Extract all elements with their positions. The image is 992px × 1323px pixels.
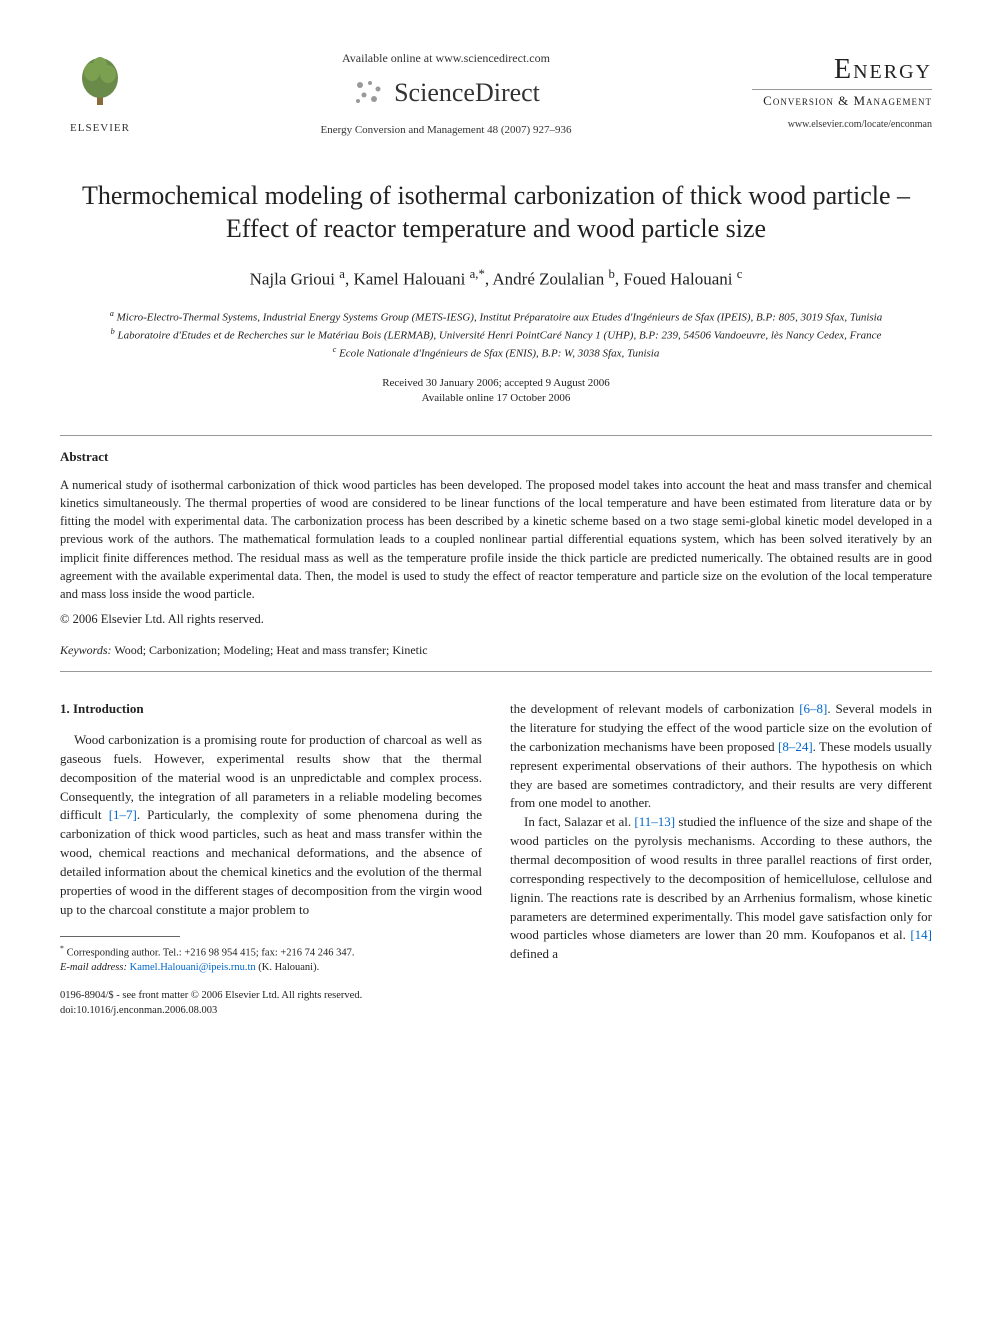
- journal-logo-text: Energy Conversion & Management: [752, 50, 932, 110]
- journal-reference: Energy Conversion and Management 48 (200…: [160, 123, 732, 138]
- footnote-corresponding: Corresponding author. Tel.: +216 98 954 …: [67, 947, 355, 958]
- elsevier-logo: ELSEVIER: [60, 50, 140, 136]
- intro-para-right-1: the development of relevant models of ca…: [510, 700, 932, 813]
- ref-link[interactable]: [6–8]: [799, 701, 827, 716]
- corresponding-author-footnote: * Corresponding author. Tel.: +216 98 95…: [60, 943, 482, 976]
- keywords: Keywords: Wood; Carbonization; Modeling;…: [60, 642, 932, 659]
- keywords-label: Keywords:: [60, 643, 112, 657]
- section-1-heading: 1. Introduction: [60, 700, 482, 719]
- sciencedirect-logo: ScienceDirect: [160, 75, 732, 111]
- paper-title: Thermochemical modeling of isothermal ca…: [60, 179, 932, 247]
- available-online: Available online at www.sciencedirect.co…: [160, 50, 732, 67]
- journal-url: www.elsevier.com/locate/enconman: [752, 118, 932, 132]
- ref-link[interactable]: [1–7]: [109, 807, 137, 822]
- dates-block: Received 30 January 2006; accepted 9 Aug…: [60, 376, 932, 407]
- two-column-body: 1. Introduction Wood carbonization is a …: [60, 700, 932, 1019]
- journal-name-main: Energy: [752, 50, 932, 89]
- divider: [60, 671, 932, 672]
- affiliation-b: b Laboratoire d'Etudes et de Recherches …: [60, 326, 932, 344]
- sciencedirect-icon: [352, 77, 384, 109]
- doi: doi:10.1016/j.enconman.2006.08.003: [60, 1004, 482, 1019]
- journal-logo-block: Energy Conversion & Management www.elsev…: [752, 50, 932, 132]
- sciencedirect-text: ScienceDirect: [394, 75, 540, 111]
- intro-para-left: Wood carbonization is a promising route …: [60, 731, 482, 919]
- affiliation-c: c Ecole Nationale d'Ingénieurs de Sfax (…: [60, 344, 932, 362]
- footnote-separator: [60, 936, 180, 937]
- ref-link[interactable]: [11–13]: [634, 814, 675, 829]
- received-accepted: Received 30 January 2006; accepted 9 Aug…: [60, 376, 932, 391]
- footnote-email-name: (K. Halouani).: [256, 962, 320, 973]
- header-row: ELSEVIER Available online at www.science…: [60, 50, 932, 139]
- right-column: the development of relevant models of ca…: [510, 700, 932, 1019]
- abstract-text: A numerical study of isothermal carboniz…: [60, 476, 932, 603]
- footnote-email[interactable]: Kamel.Halouani@ipeis.rnu.tn: [130, 962, 256, 973]
- center-header: Available online at www.sciencedirect.co…: [140, 50, 752, 139]
- intro-para-right-2: In fact, Salazar et al. [11–13] studied …: [510, 813, 932, 964]
- divider: [60, 435, 932, 436]
- doi-block: 0196-8904/$ - see front matter © 2006 El…: [60, 989, 482, 1018]
- ref-link[interactable]: [14]: [910, 927, 932, 942]
- left-column: 1. Introduction Wood carbonization is a …: [60, 700, 482, 1019]
- available-online-date: Available online 17 October 2006: [60, 391, 932, 406]
- ref-link[interactable]: [8–24]: [778, 739, 813, 754]
- front-matter: 0196-8904/$ - see front matter © 2006 El…: [60, 989, 482, 1004]
- footnote-email-label: E-mail address:: [60, 962, 127, 973]
- authors-line: Najla Grioui a, Kamel Halouani a,*, Andr…: [60, 266, 932, 291]
- journal-name-sub: Conversion & Management: [752, 89, 932, 110]
- keywords-text: Wood; Carbonization; Modeling; Heat and …: [112, 643, 428, 657]
- elsevier-wordmark: ELSEVIER: [60, 121, 140, 136]
- affiliations: a Micro-Electro-Thermal Systems, Industr…: [60, 308, 932, 362]
- abstract-copyright: © 2006 Elsevier Ltd. All rights reserved…: [60, 611, 932, 629]
- affiliation-a: a Micro-Electro-Thermal Systems, Industr…: [60, 308, 932, 326]
- elsevier-tree-icon: [70, 50, 130, 110]
- abstract-heading: Abstract: [60, 448, 932, 466]
